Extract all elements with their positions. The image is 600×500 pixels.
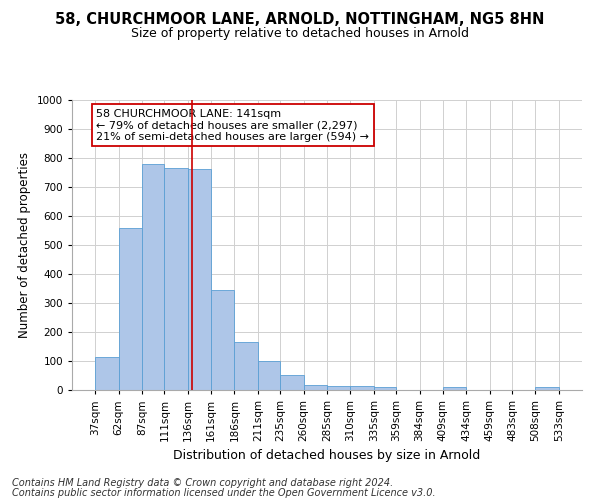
Text: Size of property relative to detached houses in Arnold: Size of property relative to detached ho…: [131, 28, 469, 40]
Text: 58 CHURCHMOOR LANE: 141sqm
← 79% of detached houses are smaller (2,297)
21% of s: 58 CHURCHMOOR LANE: 141sqm ← 79% of deta…: [96, 108, 369, 142]
X-axis label: Distribution of detached houses by size in Arnold: Distribution of detached houses by size …: [173, 450, 481, 462]
Y-axis label: Number of detached properties: Number of detached properties: [18, 152, 31, 338]
Bar: [443, 388, 466, 390]
Bar: [188, 168, 211, 390]
Bar: [327, 386, 350, 390]
Bar: [119, 228, 142, 390]
Text: Contains HM Land Registry data © Crown copyright and database right 2024.: Contains HM Land Registry data © Crown c…: [12, 478, 393, 488]
Bar: [235, 342, 258, 390]
Bar: [142, 164, 164, 390]
Bar: [95, 357, 119, 390]
Bar: [280, 375, 304, 390]
Bar: [304, 385, 327, 390]
Bar: [258, 362, 280, 390]
Bar: [164, 168, 188, 390]
Bar: [211, 290, 235, 390]
Bar: [350, 386, 374, 390]
Bar: [535, 388, 559, 390]
Text: Contains public sector information licensed under the Open Government Licence v3: Contains public sector information licen…: [12, 488, 436, 498]
Bar: [374, 387, 396, 390]
Text: 58, CHURCHMOOR LANE, ARNOLD, NOTTINGHAM, NG5 8HN: 58, CHURCHMOOR LANE, ARNOLD, NOTTINGHAM,…: [55, 12, 545, 28]
